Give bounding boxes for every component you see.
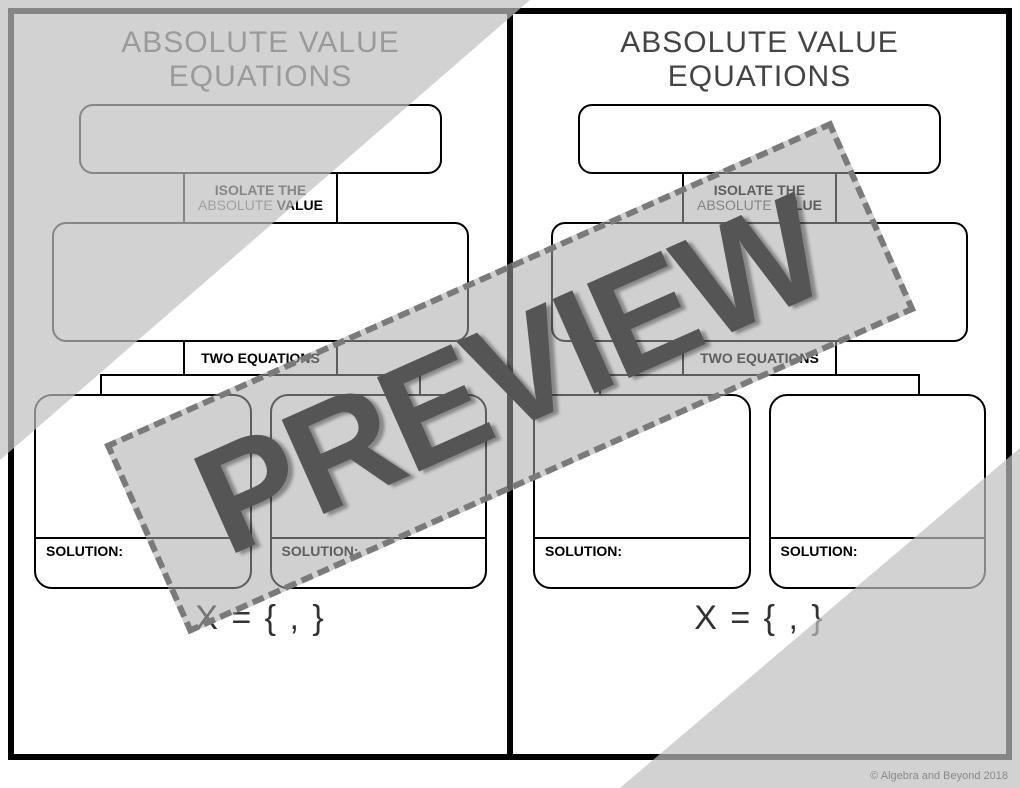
solution-row: SOLUTION: SOLUTION: — [533, 394, 986, 589]
solution-label: SOLUTION: — [36, 537, 250, 559]
equation-box-top — [578, 104, 940, 174]
step-two-equations: TWO EQUATIONS — [682, 340, 836, 376]
final-solution-set: X = { , } — [34, 599, 487, 638]
isolated-box — [551, 222, 968, 342]
step-isolate: ISOLATE THE ABSOLUTE VALUE — [682, 172, 836, 224]
solution-box-left: SOLUTION: — [34, 394, 252, 589]
copyright-text: © Algebra and Beyond 2018 — [870, 770, 1008, 782]
solution-box-right: SOLUTION: — [769, 394, 987, 589]
solution-label: SOLUTION: — [771, 537, 985, 559]
solution-row: SOLUTION: SOLUTION: — [34, 394, 487, 589]
split-connector — [100, 374, 422, 396]
panel-title: ABSOLUTE VALUE EQUATIONS — [533, 26, 986, 94]
step-isolate-line2: ABSOLUTE VALUE — [198, 198, 323, 213]
panel-title: ABSOLUTE VALUE EQUATIONS — [34, 26, 487, 94]
isolated-box — [52, 222, 469, 342]
step-isolate-line1: ISOLATE THE — [215, 183, 307, 198]
step-two-equations: TWO EQUATIONS — [183, 340, 337, 376]
step-isolate-line1: ISOLATE THE — [714, 183, 806, 198]
step-isolate: ISOLATE THE ABSOLUTE VALUE — [183, 172, 337, 224]
worksheet-panel-right: ABSOLUTE VALUE EQUATIONS ISOLATE THE ABS… — [510, 14, 1006, 754]
worksheet-panel-left: ABSOLUTE VALUE EQUATIONS ISOLATE THE ABS… — [14, 14, 510, 754]
solution-box-right: SOLUTION: — [270, 394, 488, 589]
final-solution-set: X = { , } — [533, 599, 986, 638]
solution-label: SOLUTION: — [535, 537, 749, 559]
solution-box-left: SOLUTION: — [533, 394, 751, 589]
worksheet-border: ABSOLUTE VALUE EQUATIONS ISOLATE THE ABS… — [8, 8, 1012, 760]
step-isolate-line2: ABSOLUTE VALUE — [697, 198, 822, 213]
split-connector — [599, 374, 921, 396]
equation-box-top — [79, 104, 441, 174]
solution-label: SOLUTION: — [272, 537, 486, 559]
